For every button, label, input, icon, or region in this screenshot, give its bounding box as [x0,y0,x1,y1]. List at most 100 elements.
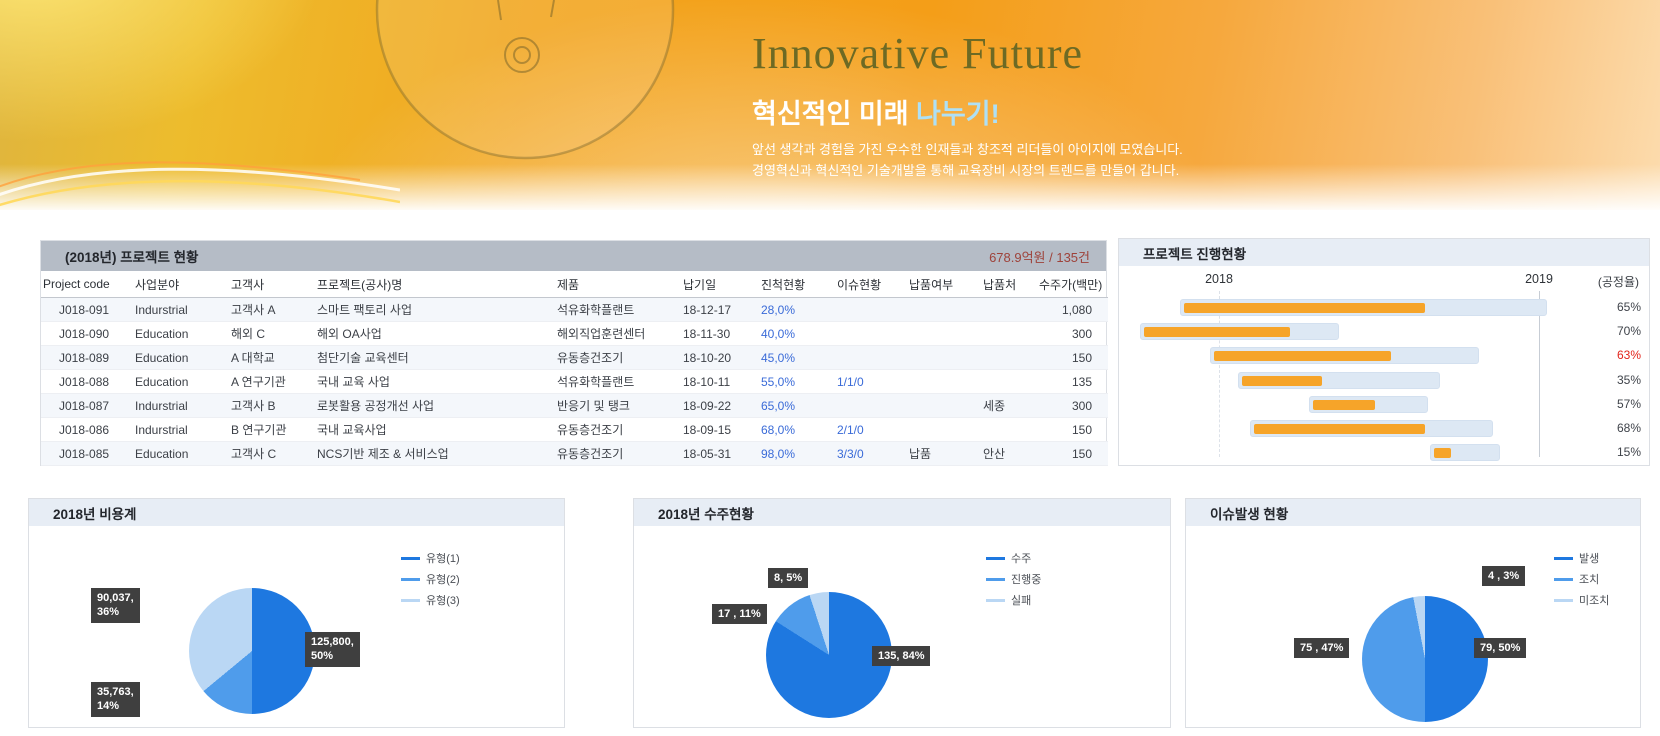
cell-progress-link[interactable]: 68,0% [759,417,835,442]
gantt-progress-fill [1434,448,1451,459]
project-progress-panel: 프로젝트 진행현황 2018 2019 (공정율) 65% [1118,238,1650,466]
legend-item: 미조치 [1554,592,1609,608]
cell-order-amount: 300 [1037,321,1108,346]
pie-chart-area: 수주 진행중 실패 8, 5% [634,526,1170,727]
column-header: 납품처 [981,271,1037,298]
legend-marker [1554,598,1573,602]
lightbulb-sketch-icon [375,0,675,160]
gantt-track-bar [1210,347,1480,365]
cell-business-field: Indurstrial [133,297,229,322]
table-header-row: Project code 사업분야 고객사 프로젝트(공사)명 제품 납기일 진척현황 이슈현… [41,271,1108,298]
column-header: 사업분야 [133,271,229,298]
cell-issue-link[interactable]: 2/1/0 [835,417,907,442]
column-header: 진척현황 [759,271,835,298]
cell-delivery-site: 안산 [981,441,1037,466]
legend-marker [986,556,1005,560]
pie-data-label: 35,763, 14% [91,682,140,717]
table-row: J018-088 Education A 연구기관 국내 교육 사업 석유화학플… [41,369,1108,394]
cell-order-amount: 300 [1037,393,1108,418]
cell-delivery-status [907,393,981,418]
cell-issue-link[interactable] [835,345,907,370]
legend-label: 진행중 [1011,574,1042,586]
column-header: 프로젝트(공사)명 [315,271,555,298]
cell-delivery-status: 납품 [907,441,981,466]
cell-issue-link[interactable]: 3/3/0 [835,441,907,466]
hero-banner: Innovative Future 혁신적인 미래 나누기! 앞선 생각과 경험… [0,0,1660,210]
cell-project-code: J018-085 [41,441,133,466]
cell-progress-link[interactable]: 45,0% [759,345,835,370]
gantt-percent-label: 63% [1616,348,1641,363]
cell-progress-link[interactable]: 40,0% [759,321,835,346]
cell-due-date: 18-10-20 [681,345,759,370]
gantt-track-bar [1308,395,1428,413]
gantt-row: 15% [1133,441,1641,465]
cell-progress-link[interactable]: 28,0% [759,297,835,322]
cell-delivery-status [907,321,981,346]
cell-project-name: 첨단기술 교육센터 [315,345,555,370]
cell-business-field: Indurstrial [133,393,229,418]
legend-label: 실패 [1011,595,1032,607]
cell-due-date: 18-09-22 [681,393,759,418]
cell-due-date: 18-12-17 [681,297,759,322]
cell-issue-link[interactable]: 1/1/0 [835,369,907,394]
light-streaks-decoration [0,161,400,207]
cell-project-name: 스마트 팩토리 사업 [315,297,555,322]
gantt-percent-label: 57% [1616,396,1641,411]
pie-legend: 유형(1) 유형(2) 유형(3) [401,550,460,608]
legend-marker [1554,556,1573,560]
cell-order-amount: 150 [1037,441,1108,466]
banner-text-block: Innovative Future 혁신적인 미래 나누기! 앞선 생각과 경험… [752,28,1183,182]
cell-product: 석유화학플랜트 [555,369,681,394]
order-total-summary: 678.9억원 / 135건 [989,249,1090,265]
banner-desc-line1: 앞선 생각과 경험을 가진 우수한 인재들과 창조적 리더들이 아이지에 모였습… [752,142,1183,157]
column-header: 납품여부 [907,271,981,298]
cell-product: 반응기 및 탱크 [555,393,681,418]
cell-project-code: J018-090 [41,321,133,346]
axis-label-2018: 2018 [1205,272,1233,286]
legend-label: 유형(3) [426,595,460,607]
table-row: J018-085 Education 고객사 C NCS기반 제조 & 서비스업… [41,441,1108,466]
cell-due-date: 18-10-11 [681,369,759,394]
axis-label-2019: 2019 [1525,272,1553,286]
cell-order-amount: 135 [1037,369,1108,394]
cell-progress-link[interactable]: 98,0% [759,441,835,466]
cell-client: 해외 C [229,321,315,346]
banner-description: 앞선 생각과 경험을 가진 우수한 인재들과 창조적 리더들이 아이지에 모였습… [752,140,1183,182]
pie-legend: 수주 진행중 실패 [986,550,1041,608]
gantt-row: 68% [1133,417,1641,441]
axis-unit-label: (공정율) [1597,275,1639,289]
legend-label: 발생 [1579,553,1600,565]
cell-product: 유동층건조기 [555,441,681,466]
cell-progress-link[interactable]: 55,0% [759,369,835,394]
column-header: Project code [41,271,133,298]
cell-client: 고객사 A [229,297,315,322]
pie-data-label: 17 , 11% [712,604,767,625]
cell-delivery-site [981,417,1037,442]
cell-project-name: 해외 OA사업 [315,321,555,346]
cell-progress-link[interactable]: 65,0% [759,393,835,418]
legend-marker [1554,577,1573,581]
table-row: J018-089 Education A 대학교 첨단기술 교육센터 유동층건조… [41,345,1108,370]
project-table: Project code 사업분야 고객사 프로젝트(공사)명 제품 납기일 진척현황 이슈현… [41,271,1108,466]
cell-issue-link[interactable] [835,393,907,418]
legend-label: 미조치 [1579,595,1610,607]
cell-issue-link[interactable] [835,297,907,322]
gantt-percent-label: 65% [1616,300,1641,314]
cell-delivery-site [981,321,1037,346]
cell-issue-link[interactable] [835,321,907,346]
pie-data-label: 125,800, 50% [305,632,360,667]
column-header: 제품 [555,271,681,298]
column-header: 고객사 [229,271,315,298]
legend-item: 수주 [986,550,1041,566]
cell-business-field: Education [133,369,229,394]
legend-marker [986,598,1005,602]
cell-due-date: 18-11-30 [681,321,759,346]
cell-order-amount: 150 [1037,345,1108,370]
cell-due-date: 18-09-15 [681,417,759,442]
panel-title: (2018년) 프로젝트 현황 [65,250,199,265]
panel-title: 2018년 수주현황 [658,506,754,522]
legend-item: 발생 [1554,550,1609,566]
cell-order-amount: 150 [1037,417,1108,442]
cell-project-code: J018-089 [41,345,133,370]
